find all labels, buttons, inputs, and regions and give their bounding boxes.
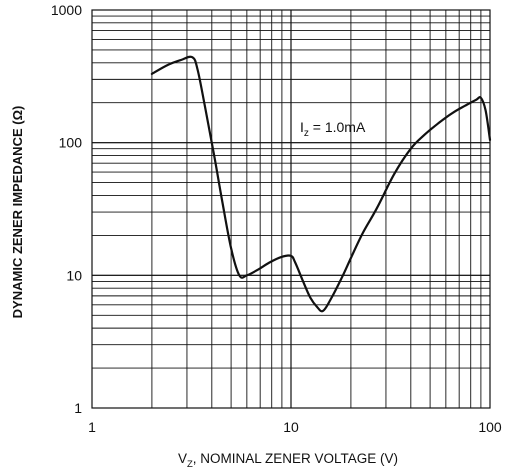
y-axis-title: DYNAMIC ZENER IMPEDANCE (Ω) bbox=[10, 106, 25, 319]
y-tick-label: 10 bbox=[66, 267, 82, 283]
x-axis-title-rest: , NOMINAL ZENER VOLTAGE (V) bbox=[193, 451, 398, 466]
y-tick-label: 100 bbox=[59, 135, 83, 151]
x-tick-label: 10 bbox=[283, 419, 299, 435]
current-annotation: Iz = 1.0mA bbox=[300, 119, 366, 139]
impedance-curve bbox=[150, 55, 492, 313]
y-tick-label: 1000 bbox=[51, 2, 82, 18]
x-axis-title-main: V bbox=[178, 451, 187, 466]
x-axis-title-sub: Z bbox=[187, 459, 193, 470]
annotation-sub: z bbox=[304, 128, 309, 139]
annotation-rest: = 1.0mA bbox=[309, 119, 366, 135]
x-tick-label: 1 bbox=[88, 419, 96, 435]
plot-frame bbox=[91, 9, 491, 409]
grid-lines bbox=[92, 10, 490, 408]
tick-labels: 1 10 100 1 10 100 1000 bbox=[51, 2, 502, 435]
x-axis-title: VZ, NOMINAL ZENER VOLTAGE (V) bbox=[178, 451, 398, 470]
annotation-main: I bbox=[300, 119, 304, 135]
x-tick-label: 100 bbox=[478, 419, 502, 435]
y-tick-label: 1 bbox=[74, 400, 82, 416]
